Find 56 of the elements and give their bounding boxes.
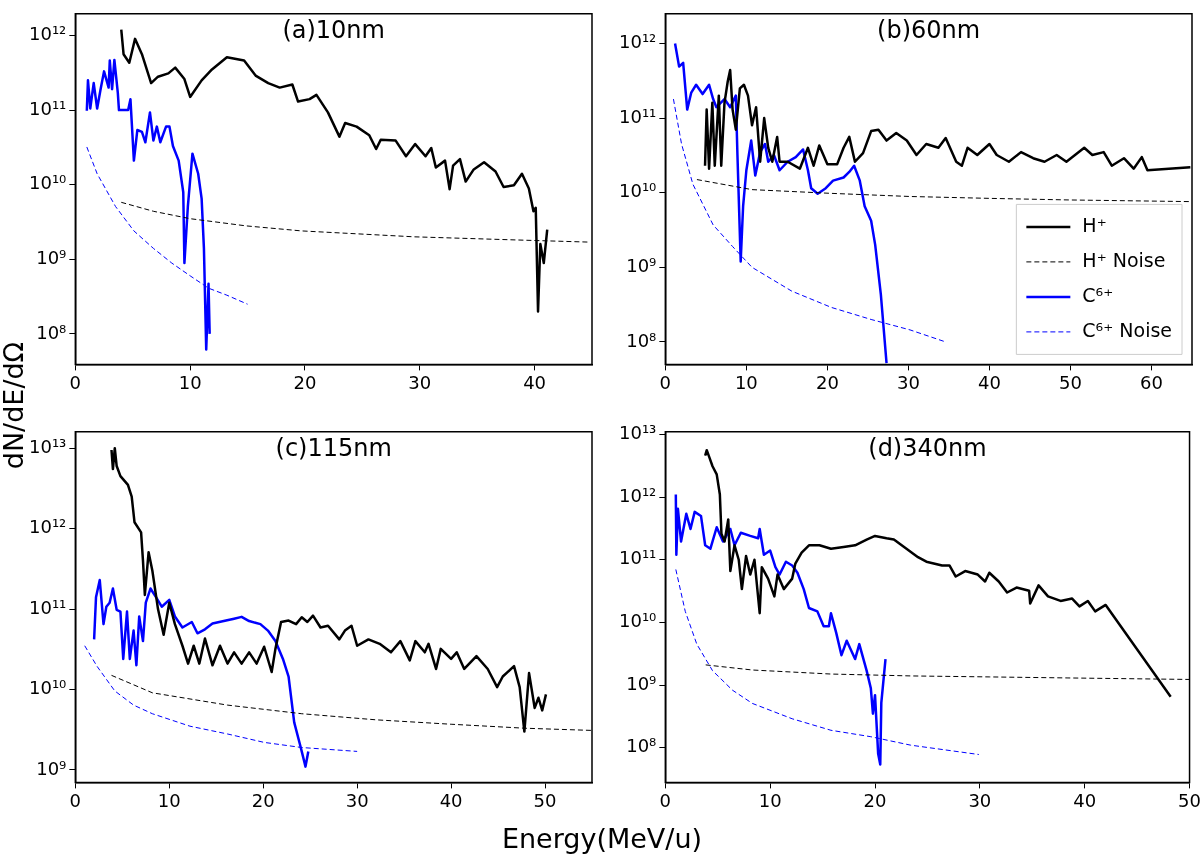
y-tick-label: 10¹⁰	[618, 180, 657, 202]
x-tick-label: 50	[1178, 789, 1201, 811]
y-tick-label: 10¹²	[28, 23, 67, 45]
y-tick-label: 10⁸	[626, 735, 657, 757]
y-axis-title: dN/dE/dΩ	[0, 340, 29, 471]
y-tick-label: 10¹²	[618, 31, 657, 53]
y-tick-label: 10⁸	[626, 329, 657, 351]
x-tick-label: 0	[659, 789, 672, 811]
x-tick-label: 20	[863, 789, 887, 811]
x-tick-label: 20	[815, 371, 839, 393]
y-tick-label: 10¹⁰	[618, 610, 657, 632]
y-tick-label: 10¹¹	[28, 596, 67, 618]
x-tick-label: 30	[896, 371, 920, 393]
x-tick-label: 0	[69, 789, 82, 811]
chart-title: (a)10nm	[282, 16, 385, 45]
y-tick-label: 10¹⁰	[28, 677, 67, 699]
x-tick-label: 40	[439, 789, 463, 811]
legend-label: H⁺ Noise	[1082, 248, 1166, 271]
x-tick-label: 10	[734, 371, 758, 393]
y-tick-label: 10¹¹	[28, 97, 67, 119]
x-tick-label: 50	[533, 789, 557, 811]
y-tick-label: 10¹¹	[618, 547, 657, 569]
x-tick-label: 30	[968, 789, 992, 811]
x-tick-label: 40	[523, 371, 547, 393]
x-tick-label: 40	[977, 371, 1001, 393]
x-tick-label: 0	[69, 371, 82, 393]
x-tick-label: 10	[178, 371, 202, 393]
x-tick-label: 10	[157, 789, 181, 811]
x-tick-label: 0	[659, 371, 672, 393]
y-tick-label: 10¹³	[28, 435, 67, 457]
y-tick-label: 10¹³	[618, 422, 657, 444]
y-tick-label: 10¹¹	[618, 105, 657, 127]
x-tick-label: 30	[345, 789, 369, 811]
y-tick-label: 10¹⁰	[28, 172, 67, 194]
y-tick-label: 10⁹	[36, 246, 67, 268]
x-tick-label: 30	[408, 371, 432, 393]
x-tick-label: 20	[251, 789, 275, 811]
x-tick-label: 60	[1140, 371, 1163, 393]
y-tick-label: 10⁹	[626, 672, 657, 694]
x-tick-label: 10	[758, 789, 782, 811]
line-series	[696, 179, 1191, 203]
chart-title: (d)340nm	[868, 434, 987, 463]
legend-label: H⁺	[1082, 213, 1107, 236]
x-axis-title: Energy(MeV/u)	[500, 823, 704, 854]
y-tick-label: 10⁸	[36, 321, 67, 343]
chart-title: (c)115nm	[275, 434, 392, 463]
x-tick-label: 50	[1059, 371, 1082, 393]
y-tick-label: 10⁹	[36, 757, 67, 779]
y-tick-label: 10⁹	[626, 255, 657, 276]
y-tick-label: 10¹²	[28, 516, 67, 538]
legend-label: C⁶⁺ Noise	[1082, 318, 1172, 341]
y-tick-label: 10¹²	[618, 484, 657, 506]
legend-label: C⁶⁺	[1082, 283, 1114, 306]
chart-title: (b)60nm	[877, 16, 981, 45]
x-tick-label: 40	[1073, 789, 1097, 811]
x-tick-label: 20	[293, 371, 317, 393]
